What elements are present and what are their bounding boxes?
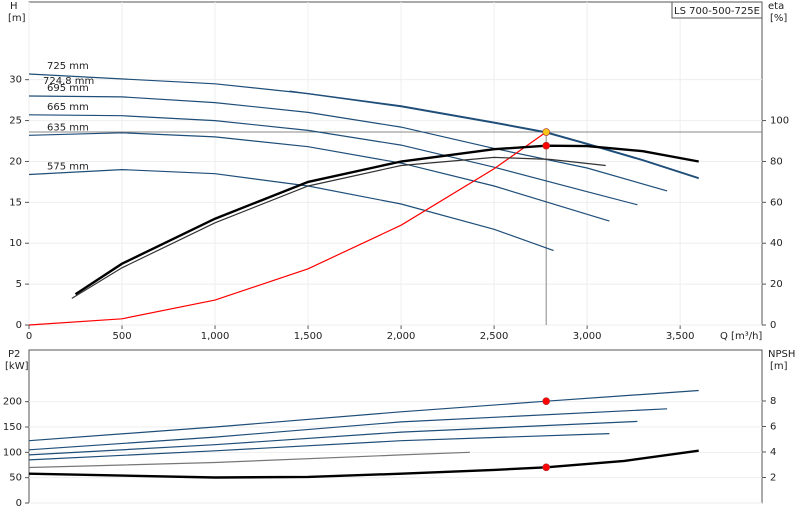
- curve-label: 695 mm: [47, 83, 89, 94]
- x-tick-label: 1,500: [294, 331, 323, 342]
- x-axis-label: Q [m³/h]: [720, 331, 762, 342]
- y2-tick-label: 40: [770, 238, 783, 249]
- duty-point: [542, 128, 550, 136]
- duty-point: [542, 397, 550, 405]
- curve-label: 635 mm: [47, 122, 89, 133]
- x-tick-label: 0: [26, 331, 32, 342]
- y-tick-label: 0: [16, 498, 22, 509]
- y2-tick-label: 2: [770, 473, 776, 484]
- curve: [28, 114, 638, 206]
- y2-axis-label: NPSH: [768, 349, 795, 360]
- curve: [28, 420, 638, 456]
- y2-tick-label: 0: [770, 320, 776, 331]
- curve: [28, 131, 547, 326]
- y-axis-label: H: [10, 1, 18, 12]
- y-tick-label: 30: [9, 75, 22, 86]
- y2-tick-label: 20: [770, 279, 783, 290]
- curve: [28, 449, 699, 479]
- x-tick-label: 500: [112, 331, 131, 342]
- curve: [28, 408, 668, 451]
- duty-point: [542, 463, 550, 472]
- curve-label: 665 mm: [47, 102, 89, 113]
- y2-tick-label: 100: [770, 116, 789, 127]
- curve: [28, 433, 610, 461]
- y2-tick-label: 80: [770, 156, 783, 167]
- y-axis-label: P2: [8, 349, 20, 360]
- x-tick-label: 2,500: [480, 331, 509, 342]
- curve-label: 575 mm: [47, 162, 89, 173]
- legend-box: [671, 1, 763, 19]
- y-tick-label: 15: [9, 197, 22, 208]
- y-tick-label: 20: [9, 156, 22, 167]
- x-tick-label: 1,000: [201, 331, 230, 342]
- x-tick-label: 2,000: [387, 331, 416, 342]
- plot-frame: [28, 349, 763, 504]
- y2-tick-label: 6: [770, 422, 776, 433]
- y-tick-label: 25: [9, 116, 22, 127]
- y2-tick-label: 60: [770, 197, 783, 208]
- y-tick-label: 150: [3, 422, 22, 433]
- y2-tick-label: 8: [770, 396, 776, 407]
- y2-axis-unit: [m]: [770, 361, 788, 372]
- x-tick-label: 3,500: [666, 331, 695, 342]
- y-tick-label: 10: [9, 238, 22, 249]
- y-tick-label: 0: [16, 320, 22, 331]
- curve-label: 724.8 mm: [43, 76, 94, 87]
- curve-label: 725 mm: [47, 61, 89, 72]
- curve: [28, 451, 470, 469]
- y2-tick-label: 4: [770, 447, 776, 458]
- y2-axis-unit: [%]: [770, 13, 787, 24]
- curve: [28, 389, 699, 442]
- y2-axis-label: eta: [768, 1, 784, 12]
- curve: [28, 73, 699, 179]
- legend-title: LS 700-500-725E: [674, 6, 760, 17]
- duty-point: [542, 141, 550, 150]
- curve: [28, 132, 610, 222]
- curve: [74, 144, 699, 296]
- y-tick-label: 200: [3, 397, 22, 408]
- y-tick-label: 50: [9, 473, 22, 484]
- curve: [28, 95, 668, 192]
- y-tick-label: 100: [3, 447, 22, 458]
- curve: [71, 156, 606, 299]
- y-tick-label: 5: [16, 279, 22, 290]
- x-tick-label: 3,000: [573, 331, 602, 342]
- y-axis-unit: [kW]: [5, 361, 29, 372]
- y-axis-unit: [m]: [8, 13, 26, 24]
